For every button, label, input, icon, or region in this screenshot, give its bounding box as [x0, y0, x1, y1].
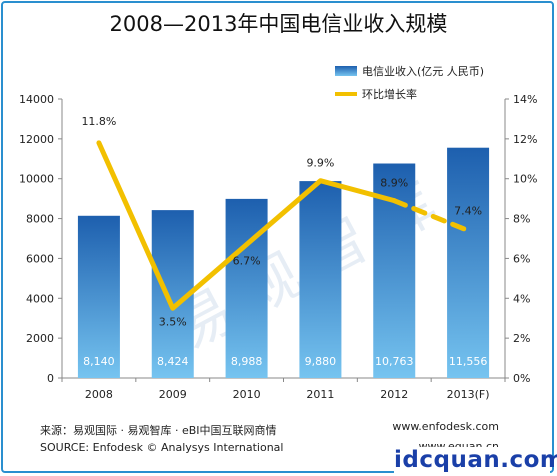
line-value-label: 9.9% — [306, 157, 334, 170]
y-left-tick-label: 14000 — [19, 93, 54, 106]
x-tick-label: 2009 — [159, 388, 187, 401]
line-value-label: 11.8% — [81, 115, 116, 128]
bar — [225, 198, 268, 378]
line-value-label: 8.9% — [380, 177, 408, 190]
x-tick-label: 2012 — [380, 388, 408, 401]
y-right-tick-label: 4% — [513, 292, 530, 305]
source-en: SOURCE: Enfodesk © Analysys Internationa… — [40, 441, 284, 454]
x-tick-label: 2010 — [233, 388, 261, 401]
y-left-tick-label: 8000 — [26, 213, 54, 226]
x-tick-label: 2011 — [306, 388, 334, 401]
x-tick-label: 2008 — [85, 388, 113, 401]
y-left-tick-label: 0 — [47, 372, 54, 385]
line-value-label: 6.7% — [233, 254, 261, 267]
y-right-tick-label: 8% — [513, 213, 530, 226]
y-left-tick-label: 4000 — [26, 292, 54, 305]
brand-watermark: idcquan.com — [394, 447, 557, 473]
bar-value-label: 8,988 — [231, 355, 263, 368]
bar-value-label: 8,424 — [157, 355, 189, 368]
url-enfodesk: www.enfodesk.com — [392, 420, 499, 433]
chart-title: 2008—2013年中国电信业收入规模 — [109, 12, 448, 36]
bar — [299, 181, 342, 378]
bar-value-label: 8,140 — [83, 355, 115, 368]
y-left-tick-label: 10000 — [19, 173, 54, 186]
y-right-tick-label: 12% — [513, 133, 537, 146]
source-cn: 来源：易观国际 · 易观智库 · eBI中国互联网商情 — [40, 424, 277, 437]
y-right-tick-label: 10% — [513, 173, 537, 186]
growth-line — [96, 140, 397, 311]
y-left-tick-label: 6000 — [26, 252, 54, 265]
legend-bar-label: 电信业收入(亿元 人民币) — [362, 64, 484, 78]
y-right-tick-label: 0% — [513, 372, 530, 385]
y-right-tick-label: 2% — [513, 332, 530, 345]
bar-value-label: 11,556 — [449, 355, 488, 368]
line-value-label: 7.4% — [454, 205, 482, 218]
bar — [77, 215, 120, 378]
legend-line-label: 环比增长率 — [362, 87, 417, 101]
y-right-tick-label: 6% — [513, 252, 530, 265]
x-tick-label: 2013(F) — [447, 388, 490, 401]
y-left-tick-label: 2000 — [26, 332, 54, 345]
legend-bar-swatch — [335, 66, 357, 76]
bar-value-label: 10,763 — [375, 355, 414, 368]
growth-line-forecast — [391, 198, 471, 234]
bar-value-label: 9,880 — [305, 355, 337, 368]
y-right-tick-label: 14% — [513, 93, 537, 106]
bar — [447, 147, 490, 378]
y-left-tick-label: 12000 — [19, 133, 54, 146]
line-value-label: 3.5% — [159, 315, 187, 328]
